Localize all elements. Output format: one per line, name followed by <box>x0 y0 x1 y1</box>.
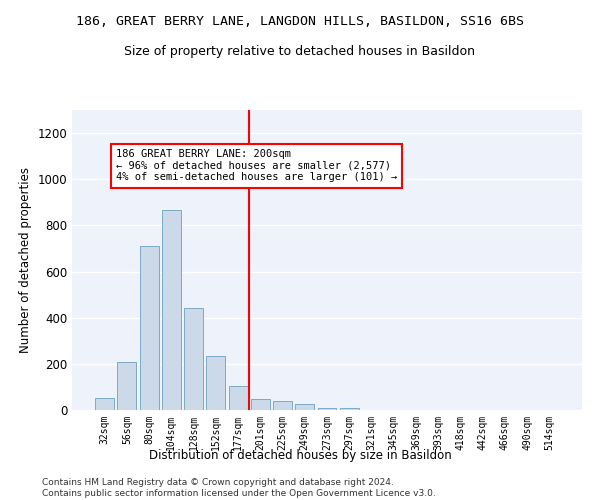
Bar <box>118 362 136 410</box>
Text: 186 GREAT BERRY LANE: 200sqm
← 96% of detached houses are smaller (2,577)
4% of : 186 GREAT BERRY LANE: 200sqm ← 96% of de… <box>116 149 397 182</box>
Bar <box>273 401 292 410</box>
Text: Size of property relative to detached houses in Basildon: Size of property relative to detached ho… <box>125 45 476 58</box>
Text: Contains HM Land Registry data © Crown copyright and database right 2024.
Contai: Contains HM Land Registry data © Crown c… <box>42 478 436 498</box>
Text: 186, GREAT BERRY LANE, LANGDON HILLS, BASILDON, SS16 6BS: 186, GREAT BERRY LANE, LANGDON HILLS, BA… <box>76 15 524 28</box>
Bar <box>295 404 314 410</box>
Bar <box>251 399 270 410</box>
Bar <box>162 210 181 410</box>
Bar <box>95 398 114 410</box>
Bar <box>340 408 359 410</box>
Bar <box>206 356 225 410</box>
Bar <box>317 408 337 410</box>
Bar <box>140 246 158 410</box>
Text: Distribution of detached houses by size in Basildon: Distribution of detached houses by size … <box>149 448 451 462</box>
Y-axis label: Number of detached properties: Number of detached properties <box>19 167 32 353</box>
Bar <box>229 386 248 410</box>
Bar <box>184 308 203 410</box>
